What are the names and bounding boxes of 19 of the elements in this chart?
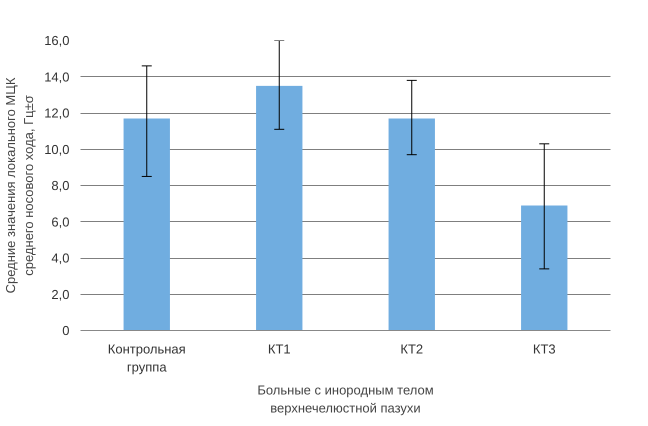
bar <box>521 205 568 330</box>
y-tick-label: 12,0 <box>44 106 70 120</box>
y-tick-label: 10,0 <box>44 142 70 157</box>
y-tick-label: 2,0 <box>51 286 70 302</box>
x-tick-label: КТ1 <box>268 342 291 356</box>
bar <box>388 118 435 330</box>
y-tick-label: 4,0 <box>51 250 70 266</box>
x-tick-label: Контрольная группа <box>108 342 186 374</box>
x-tick-label: КТ3 <box>532 342 556 356</box>
y-tick-label: 16,0 <box>44 33 70 48</box>
y-tick-label: 14,0 <box>44 69 70 84</box>
y-tick-label: 8,0 <box>51 178 70 193</box>
bar <box>124 118 170 330</box>
x-axis-title: Больные с инородным телом верхнечелюстной пазухи <box>257 382 434 416</box>
y-tick-label: 6,0 <box>51 214 70 230</box>
bar <box>256 86 302 330</box>
x-tick-label: КТ2 <box>400 342 424 356</box>
y-axis-title: Средние значения локального МЦК среднего носового хода, Гц±σ <box>3 77 36 294</box>
y-tick-label: 0 <box>62 323 70 338</box>
